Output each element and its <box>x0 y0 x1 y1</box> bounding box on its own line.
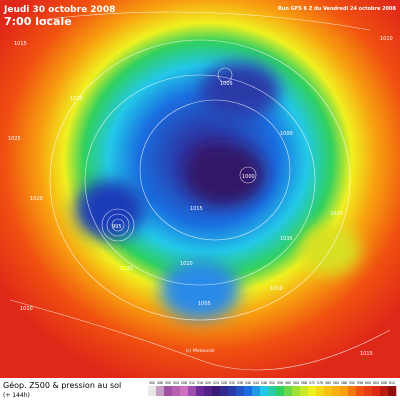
scale-swatch <box>276 386 285 396</box>
scale-label: 508 <box>181 381 187 385</box>
scale-label: 540 <box>245 381 251 385</box>
scale-swatch <box>164 386 173 396</box>
scale-swatch <box>252 386 261 396</box>
isobar-label: 995 <box>112 224 122 230</box>
scale-swatch <box>268 386 277 396</box>
isobar-label: 1025 <box>8 136 21 142</box>
scale-swatch <box>340 386 349 396</box>
forecast-time: 7:00 locale <box>4 15 72 28</box>
isobar-label: 1010 <box>270 286 283 292</box>
isobar-label: 1000 <box>242 174 255 180</box>
scale-label: 568 <box>301 381 307 385</box>
isobar-label: 1015 <box>360 351 373 357</box>
isobar-labels: 1015 1010 1025 1020 1005 1000 995 1010 1… <box>8 36 393 357</box>
scale-label: 536 <box>237 381 243 385</box>
scale-swatch <box>244 386 253 396</box>
scale-swatch <box>204 386 213 396</box>
isobar-lines <box>9 11 391 371</box>
isobar-label: 1020 <box>120 266 133 272</box>
isobar-label: 1005 <box>220 81 233 87</box>
scale-label: 552 <box>269 381 275 385</box>
scale-label: 556 <box>277 381 283 385</box>
scale-label: 572 <box>309 381 315 385</box>
forecast-date: Jeudi 30 octobre 2008 <box>3 5 115 15</box>
isobar-label: 1005 <box>198 301 211 307</box>
credit: (c) Meteociel <box>185 348 214 354</box>
scale-swatch <box>348 386 357 396</box>
scale-swatch <box>260 386 269 396</box>
scale-label: 576 <box>317 381 323 385</box>
scale-swatch <box>380 386 389 396</box>
scale-swatch <box>300 386 309 396</box>
scale-swatch <box>388 386 397 396</box>
scale-swatch <box>148 386 157 396</box>
scale-label: 504 <box>173 381 179 385</box>
isobar-label: 1010 <box>20 306 33 312</box>
scale-swatch <box>220 386 229 396</box>
isobar-label: 1010 <box>180 261 193 267</box>
scale-swatch <box>212 386 221 396</box>
scale-swatch <box>372 386 381 396</box>
scale-label: 560 <box>285 381 291 385</box>
scale-swatch <box>356 386 365 396</box>
scale-swatch <box>308 386 317 396</box>
scale-swatch <box>332 386 341 396</box>
scale-label: 516 <box>197 381 203 385</box>
scale-label: 596 <box>357 381 363 385</box>
scale-label: 588 <box>341 381 347 385</box>
isobar-label: 1025 <box>330 211 343 217</box>
isobar-label: 1020 <box>30 196 43 202</box>
scale-swatch <box>236 386 245 396</box>
scale-swatch <box>180 386 189 396</box>
scale-label: 584 <box>333 381 339 385</box>
run-info: Run GFS 6 Z du Vendredi 24 octobre 2008 <box>278 6 397 12</box>
scale-swatch <box>196 386 205 396</box>
scale-label: 500 <box>165 381 171 385</box>
field-blobs <box>75 62 360 320</box>
scale-label: 580 <box>325 381 331 385</box>
scale-label: 532 <box>229 381 235 385</box>
scale-swatch <box>324 386 333 396</box>
scale-label: 612 <box>389 381 395 385</box>
scale-swatch <box>316 386 325 396</box>
isobar-label: 1020 <box>70 96 83 102</box>
isobar-label: 1015 <box>190 206 203 212</box>
scale-label: 604 <box>373 381 379 385</box>
color-scale: 492 496 500 504 508 512 516 520 524 528 532 536 540 5… <box>148 381 397 396</box>
scale-swatch <box>364 386 373 396</box>
footer-title: Géop. Z500 & pression au sol <box>3 380 121 390</box>
isobar-label: 1010 <box>380 36 393 42</box>
scale-label: 492 <box>149 381 155 385</box>
isobar-label: 1035 <box>280 236 293 242</box>
scale-swatch <box>228 386 237 396</box>
isobar-label: 1015 <box>14 41 27 47</box>
scale-label: 512 <box>189 381 195 385</box>
scale-label: 544 <box>253 381 259 385</box>
scale-swatch <box>284 386 293 396</box>
scale-label: 608 <box>381 381 387 385</box>
scale-label: 600 <box>365 381 371 385</box>
footer-lead: (+ 144h) <box>3 392 30 399</box>
scale-label: 528 <box>221 381 227 385</box>
scale-swatch <box>292 386 301 396</box>
scale-label: 524 <box>213 381 219 385</box>
scale-label: 548 <box>261 381 267 385</box>
scale-swatch <box>188 386 197 396</box>
scale-swatch <box>156 386 165 396</box>
scale-swatch <box>172 386 181 396</box>
scale-label: 564 <box>293 381 299 385</box>
scale-label: 592 <box>349 381 355 385</box>
scale-label: 496 <box>157 381 163 385</box>
isobar-label: 1000 <box>280 131 293 137</box>
scale-label: 520 <box>205 381 211 385</box>
